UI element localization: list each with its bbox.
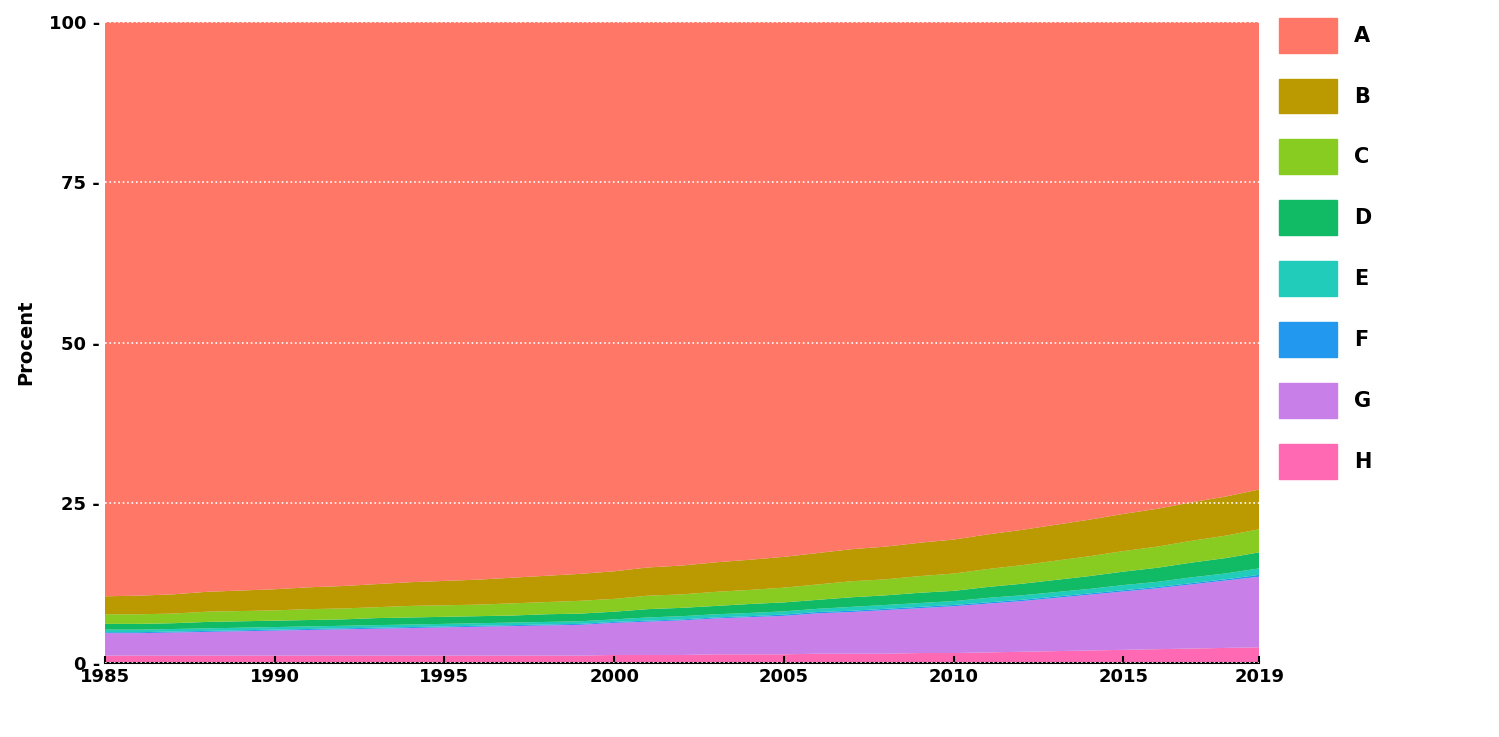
Legend: A, B, C, D, E, F, G, H: A, B, C, D, E, F, G, H — [1271, 10, 1379, 487]
Y-axis label: Procent: Procent — [16, 300, 34, 385]
